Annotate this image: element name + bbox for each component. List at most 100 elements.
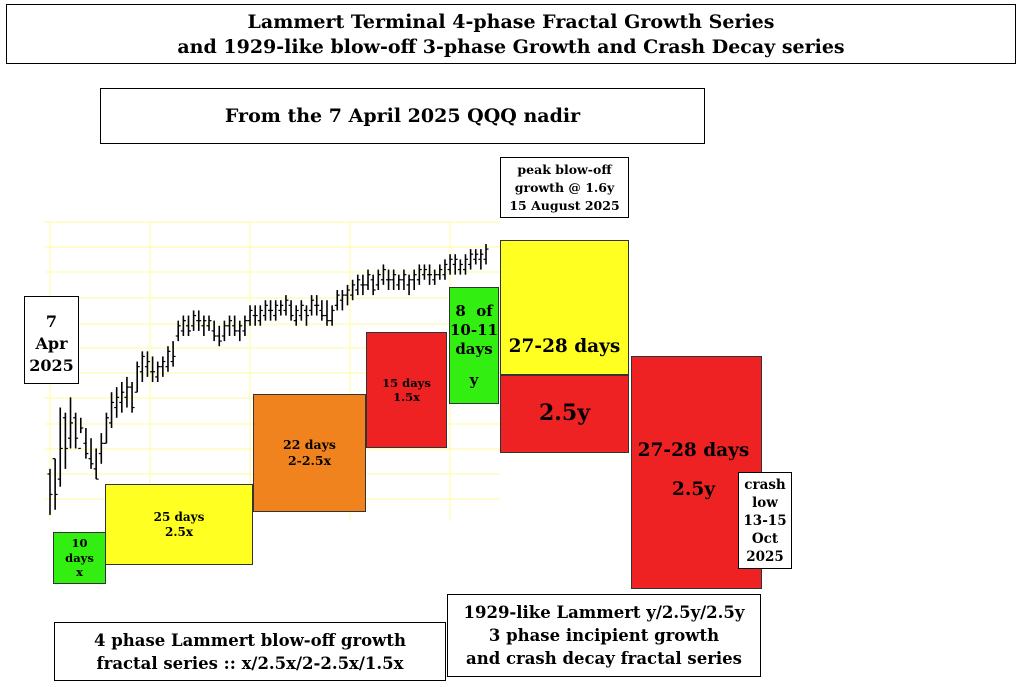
price-bar — [47, 468, 53, 515]
price-bar — [303, 305, 309, 326]
price-bar — [160, 356, 166, 377]
phase-3-box: 22 days 2-2.5x — [253, 394, 366, 512]
phase-3-line-1: 22 days — [283, 437, 336, 453]
phase-5-line-3: days — [455, 339, 493, 358]
phase-4-line-1: 15 days — [382, 375, 431, 390]
price-bar — [380, 264, 386, 285]
price-bar — [293, 305, 299, 326]
price-bar — [273, 300, 279, 321]
price-bar — [339, 290, 345, 311]
price-bar — [129, 382, 135, 413]
price-bar — [427, 264, 433, 285]
decay-series-caption: 1929-like Lammert y/2.5y/2.5y 3 phase in… — [447, 594, 761, 677]
main-title: Lammert Terminal 4-phase Fractal Growth … — [6, 4, 1016, 64]
price-bar — [421, 264, 427, 280]
phase-3-line-2: 2-2.5x — [287, 453, 332, 468]
price-bar — [298, 300, 304, 321]
peak-line-3: 15 August 2025 — [509, 198, 620, 213]
price-bar — [68, 397, 74, 449]
subtitle-box: From the 7 April 2025 QQQ nadir — [100, 88, 705, 144]
price-bar — [227, 315, 233, 336]
price-bar — [334, 290, 340, 311]
price-bar — [329, 305, 335, 326]
price-bar — [432, 269, 438, 285]
growth-caption-line-2: fractal series :: x/2.5x/2-2.5x/1.5x — [96, 654, 404, 673]
price-bar — [237, 320, 243, 342]
growth-series-caption: 4 phase Lammert blow-off growth fractal … — [54, 622, 446, 681]
crash-line-1: crash — [744, 477, 786, 493]
price-bar — [437, 264, 443, 280]
price-bar — [314, 295, 320, 316]
start-year: 2025 — [29, 356, 74, 375]
price-bar — [185, 315, 191, 336]
price-bar — [252, 305, 258, 326]
price-bar — [478, 249, 484, 270]
price-bar — [396, 274, 402, 290]
price-bar — [468, 249, 474, 270]
price-bar — [257, 305, 263, 326]
price-bar — [62, 412, 68, 469]
price-bar — [191, 310, 197, 331]
price-bar — [206, 315, 212, 331]
price-bar — [83, 428, 89, 459]
price-bar — [350, 279, 356, 301]
phase-2-box: 25 days 2.5x — [105, 484, 253, 565]
price-bar — [134, 361, 140, 393]
decay-caption-line-2: 3 phase incipient growth — [488, 626, 720, 645]
price-bar — [375, 269, 381, 290]
price-bar — [401, 269, 407, 290]
price-bar — [78, 417, 84, 450]
phase-2-line-2: 2.5x — [164, 524, 194, 539]
price-bar — [242, 315, 248, 336]
price-bar — [309, 295, 315, 316]
price-bar — [52, 458, 58, 510]
start-day: 7 — [45, 312, 58, 331]
price-bar — [411, 269, 417, 290]
price-bar — [386, 269, 392, 290]
price-bar — [124, 376, 130, 408]
peak-line-1: peak blow-off — [517, 162, 612, 177]
price-bar — [211, 320, 217, 342]
price-bar — [391, 269, 397, 290]
price-bar — [319, 300, 325, 321]
price-bar — [447, 254, 453, 275]
phase-5-line-5: y — [469, 370, 479, 389]
phase-1-line-2: days — [65, 550, 94, 565]
growth-caption-line-1: 4 phase Lammert blow-off growth — [94, 631, 406, 650]
phase-5-line-1: 8 of — [455, 301, 493, 320]
price-bar — [98, 433, 104, 464]
price-bar — [201, 315, 207, 336]
price-bar — [355, 274, 361, 296]
price-bar — [457, 259, 463, 275]
price-bar — [278, 300, 284, 316]
price-bar — [119, 382, 125, 413]
price-bar — [93, 448, 99, 480]
price-bar — [283, 295, 289, 316]
price-bars — [47, 244, 489, 515]
price-bar — [345, 284, 351, 306]
phase-2-line-1: 25 days — [153, 509, 205, 524]
phase-8-line-1: 27-28 days — [637, 440, 750, 461]
phase-1-line-3: x — [76, 565, 83, 580]
price-bar — [416, 264, 422, 285]
price-bar — [88, 438, 94, 469]
price-bar — [324, 300, 330, 326]
phase-5-box: 8 of 10-11 days y — [449, 287, 499, 404]
phase-5-line-2: 10-11 — [450, 320, 498, 339]
price-bar — [196, 310, 202, 331]
price-bar — [180, 315, 186, 336]
start-month: Apr — [35, 334, 68, 353]
price-bar — [114, 387, 120, 418]
price-bar — [483, 244, 489, 265]
price-bar — [73, 412, 79, 449]
price-bar — [144, 351, 150, 377]
phase-8-line-3: 2.5y — [672, 479, 715, 501]
phase-1-box: 10 days x — [53, 532, 106, 584]
phase-7-box: 2.5y — [500, 375, 629, 453]
phase-1-line-1: 10 — [71, 536, 88, 551]
price-bar — [170, 341, 176, 367]
price-bar — [365, 269, 371, 290]
phase-4-line-2: 1.5x — [393, 390, 420, 404]
main-title-line-1: Lammert Terminal 4-phase Fractal Growth … — [247, 11, 775, 33]
crash-line-4: Oct — [751, 531, 779, 547]
